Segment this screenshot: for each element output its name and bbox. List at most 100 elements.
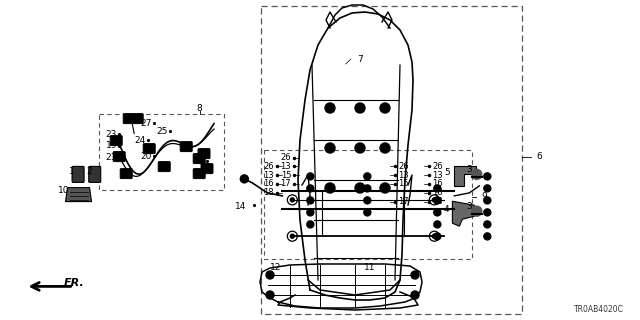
Circle shape: [484, 233, 491, 240]
Text: 27: 27: [140, 119, 152, 128]
Circle shape: [355, 103, 365, 113]
Circle shape: [484, 209, 491, 216]
Text: 13: 13: [263, 171, 274, 180]
FancyBboxPatch shape: [193, 154, 205, 164]
Circle shape: [364, 173, 371, 180]
Circle shape: [411, 291, 419, 299]
Text: 27: 27: [193, 156, 205, 165]
Text: 24: 24: [134, 136, 146, 145]
Circle shape: [266, 271, 274, 279]
Circle shape: [380, 103, 390, 113]
FancyBboxPatch shape: [110, 136, 122, 146]
Circle shape: [307, 173, 314, 180]
Text: 23: 23: [106, 130, 117, 139]
Text: 10: 10: [58, 186, 69, 195]
Circle shape: [434, 185, 441, 192]
Bar: [261, 6, 522, 314]
FancyBboxPatch shape: [143, 144, 155, 154]
Circle shape: [307, 197, 314, 204]
Polygon shape: [65, 188, 92, 202]
FancyBboxPatch shape: [89, 166, 100, 182]
FancyBboxPatch shape: [198, 148, 210, 159]
FancyBboxPatch shape: [72, 166, 84, 182]
Polygon shape: [454, 166, 476, 186]
Circle shape: [411, 271, 419, 279]
Circle shape: [484, 185, 491, 192]
Circle shape: [241, 175, 248, 183]
Circle shape: [307, 185, 314, 192]
Text: 3: 3: [467, 202, 472, 211]
Circle shape: [472, 206, 482, 216]
FancyBboxPatch shape: [180, 141, 192, 152]
Text: 17: 17: [280, 180, 291, 188]
Text: 26: 26: [280, 153, 291, 162]
Text: 7: 7: [357, 55, 363, 64]
FancyBboxPatch shape: [158, 162, 170, 172]
Text: 19: 19: [106, 141, 117, 150]
Bar: [264, 150, 472, 259]
Circle shape: [434, 209, 441, 216]
Polygon shape: [452, 201, 474, 226]
Text: 15: 15: [281, 171, 291, 180]
Text: 9: 9: [481, 192, 487, 201]
Text: 13: 13: [432, 171, 443, 180]
FancyBboxPatch shape: [123, 114, 143, 124]
Text: 25: 25: [156, 127, 168, 136]
Circle shape: [325, 143, 335, 153]
Circle shape: [380, 143, 390, 153]
Text: TR0AB4020C: TR0AB4020C: [574, 305, 624, 314]
Text: 26: 26: [398, 162, 409, 171]
FancyBboxPatch shape: [193, 169, 205, 179]
Text: 18: 18: [263, 188, 274, 197]
Circle shape: [307, 209, 314, 216]
Circle shape: [434, 233, 441, 240]
Circle shape: [433, 234, 436, 238]
Text: 26: 26: [432, 162, 443, 171]
Text: 17: 17: [398, 197, 409, 206]
FancyBboxPatch shape: [201, 164, 213, 173]
Circle shape: [364, 185, 371, 192]
Text: 20: 20: [140, 152, 152, 161]
Text: 21: 21: [106, 153, 117, 162]
Text: 4: 4: [444, 205, 449, 214]
Circle shape: [291, 198, 294, 202]
Circle shape: [472, 169, 482, 180]
Circle shape: [434, 197, 441, 204]
Circle shape: [355, 143, 365, 153]
Text: 16: 16: [432, 180, 443, 188]
Circle shape: [325, 183, 335, 193]
Text: 8: 8: [197, 104, 202, 113]
Circle shape: [484, 221, 491, 228]
Text: 1: 1: [70, 167, 75, 176]
Circle shape: [484, 173, 491, 180]
Text: 12: 12: [269, 263, 281, 272]
Text: 5: 5: [444, 168, 449, 177]
Text: 18: 18: [432, 197, 443, 206]
Circle shape: [364, 197, 371, 204]
Bar: [99, 114, 224, 190]
Text: 11: 11: [364, 263, 376, 272]
FancyBboxPatch shape: [120, 169, 132, 179]
Text: 13: 13: [280, 162, 291, 171]
FancyBboxPatch shape: [113, 152, 125, 162]
Text: FR.: FR.: [64, 278, 84, 288]
Text: 13: 13: [398, 171, 409, 180]
Circle shape: [434, 221, 441, 228]
Text: 6: 6: [536, 152, 542, 161]
Text: 2: 2: [87, 167, 92, 176]
Circle shape: [266, 291, 274, 299]
Circle shape: [433, 198, 436, 202]
Text: 18: 18: [432, 188, 443, 197]
Circle shape: [325, 103, 335, 113]
Text: 16: 16: [263, 180, 274, 188]
Text: 26: 26: [263, 162, 274, 171]
Circle shape: [291, 234, 294, 238]
Circle shape: [364, 209, 371, 216]
Circle shape: [484, 197, 491, 204]
Circle shape: [355, 183, 365, 193]
Text: 3: 3: [467, 165, 472, 174]
Text: 15: 15: [398, 180, 408, 188]
Circle shape: [380, 183, 390, 193]
Text: 14: 14: [235, 202, 246, 211]
Circle shape: [307, 221, 314, 228]
